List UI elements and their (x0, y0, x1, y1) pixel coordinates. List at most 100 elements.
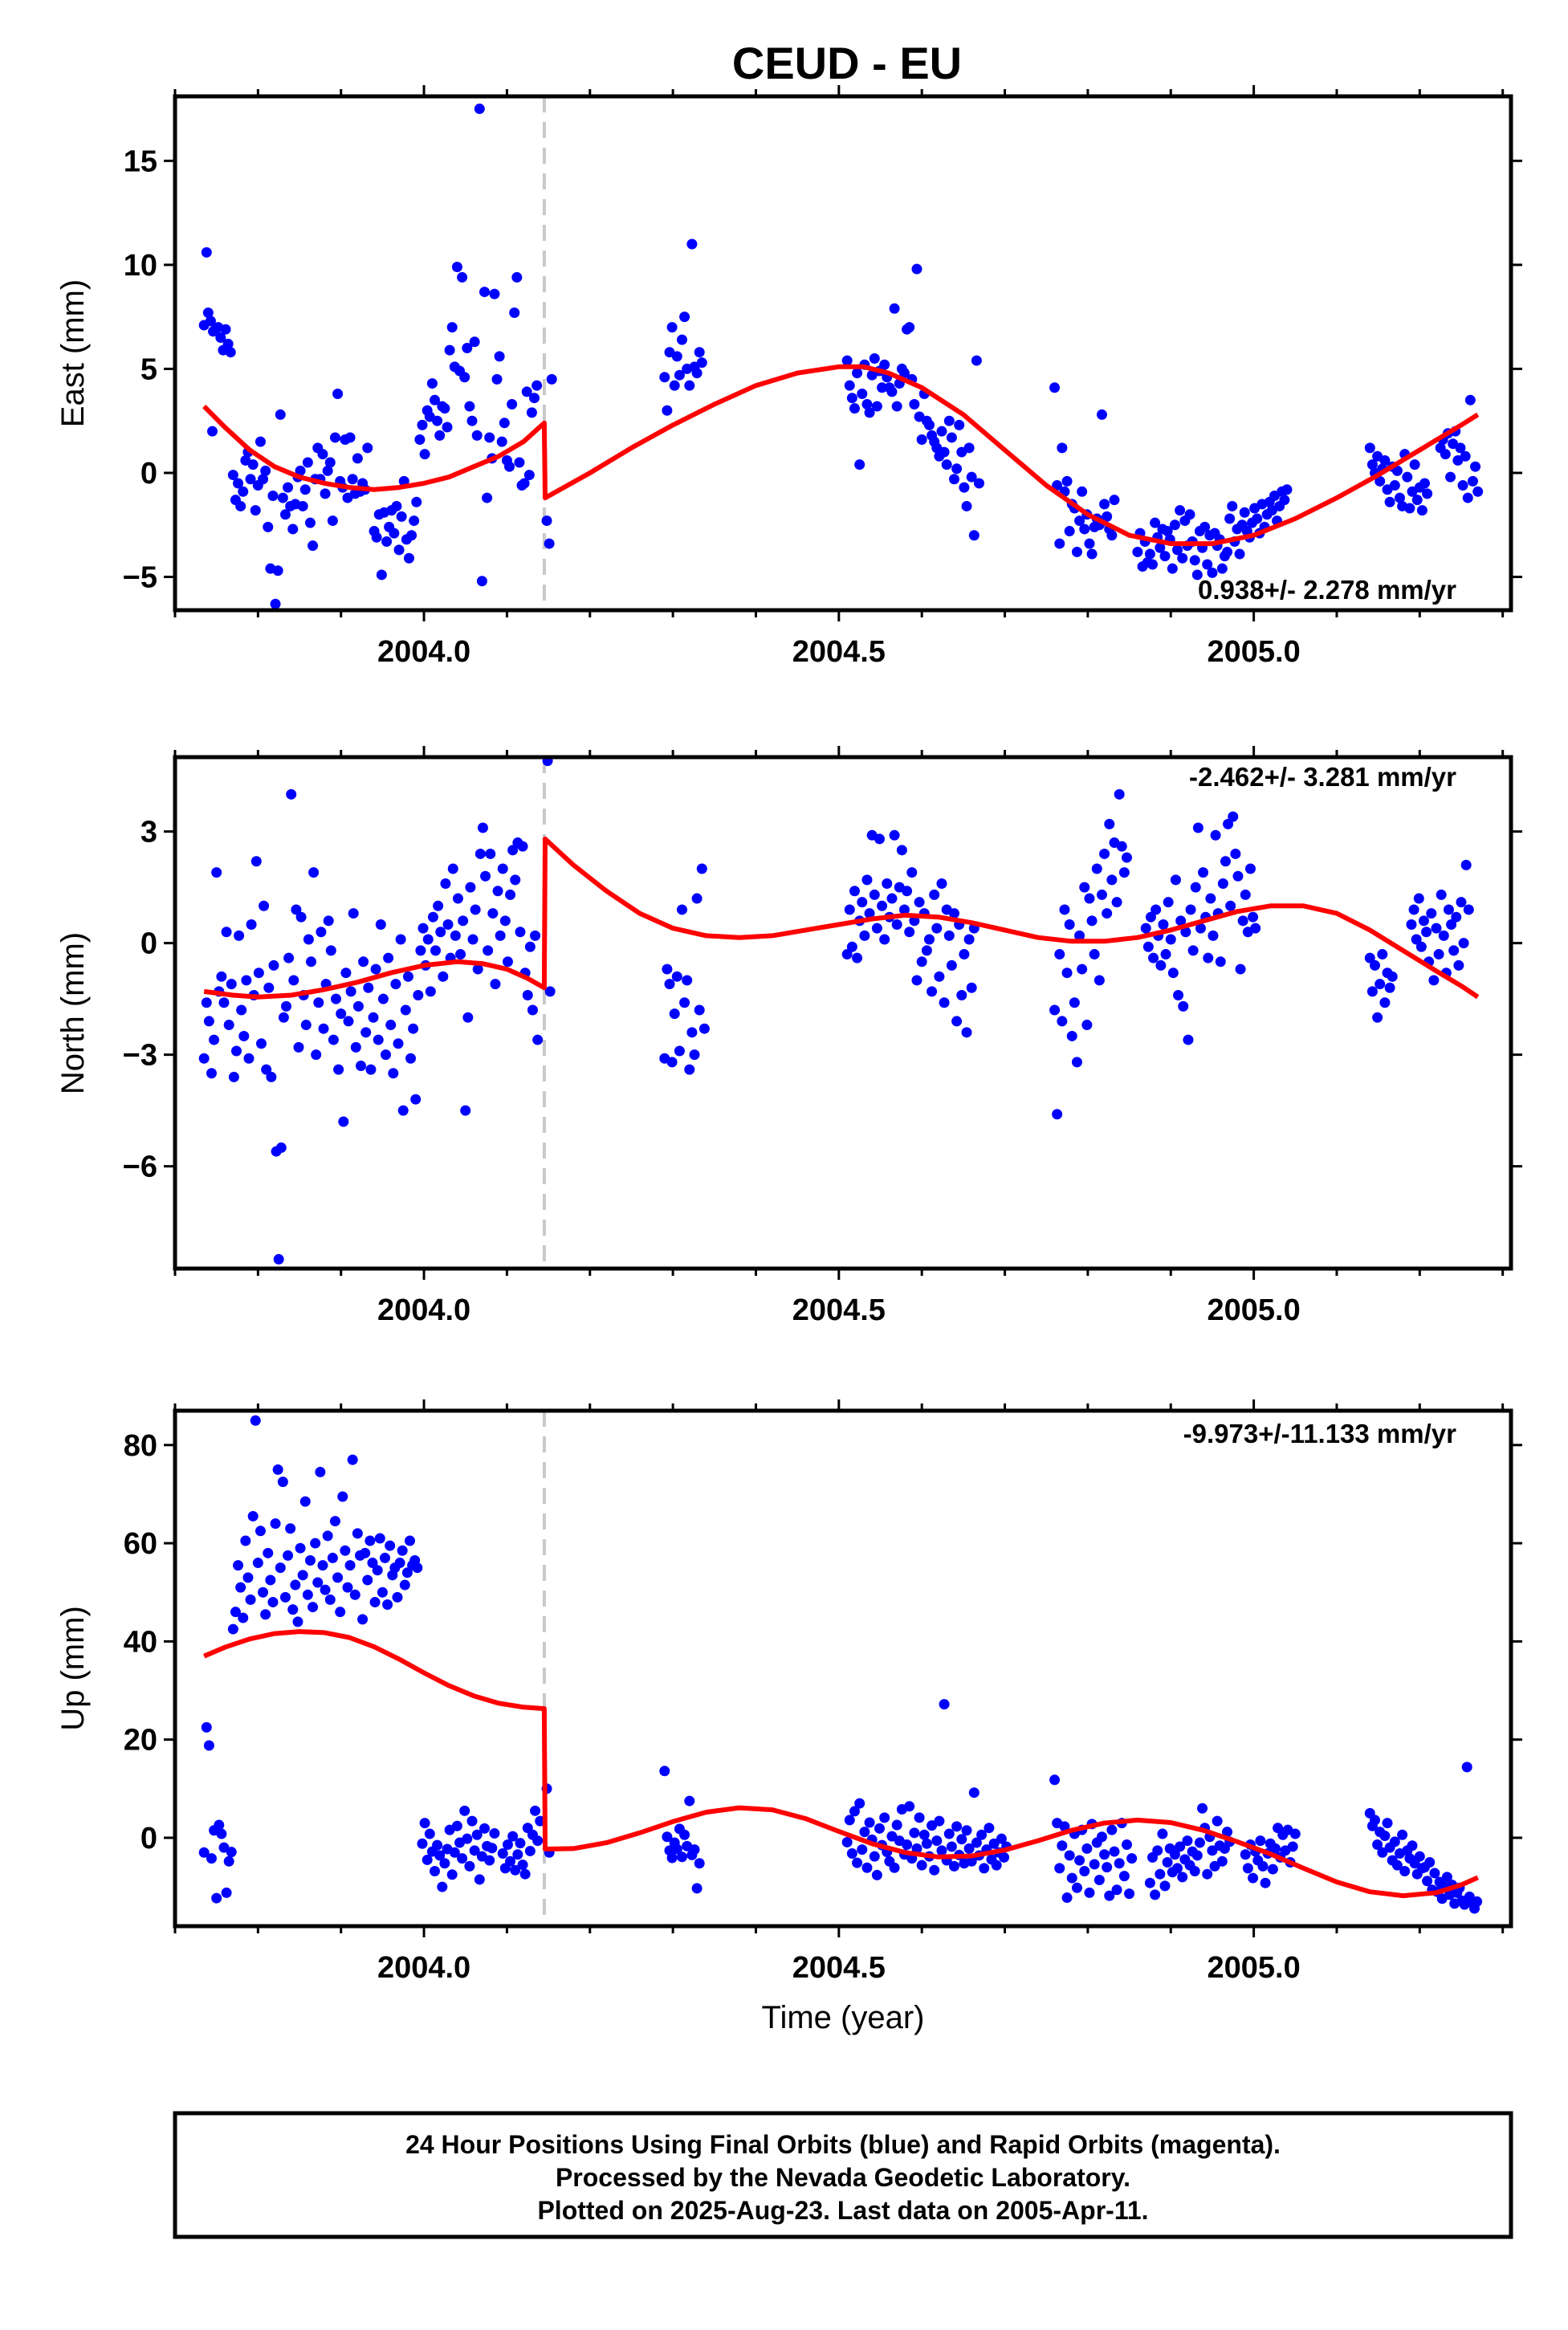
up-data-point (1109, 1846, 1120, 1857)
north-data-point (255, 1038, 267, 1049)
up-data-point (437, 1881, 448, 1892)
up-y-ticks: 0 20 40 60 80 (124, 1429, 1522, 1855)
up-data-point (1162, 1857, 1173, 1868)
north-data-point (350, 1041, 361, 1053)
east-data-point (911, 263, 922, 275)
up-data-point (666, 1852, 678, 1864)
east-data-point (679, 312, 690, 323)
up-data-point (844, 1815, 855, 1826)
north-data-point (422, 934, 434, 945)
east-data-point (1364, 442, 1375, 454)
up-panel: 0 20 40 60 80 2004.0 2004.5 2005.0 Up (mm) -9.… (55, 1399, 1522, 1985)
up-data-point (902, 1839, 913, 1851)
north-data-point (497, 863, 508, 874)
up-data-point (507, 1831, 519, 1842)
up-data-point (1422, 1876, 1433, 1887)
up-data-point (312, 1577, 324, 1588)
up-data-point (1157, 1828, 1168, 1839)
east-data-point (1191, 569, 1203, 580)
north-data-point (1151, 904, 1162, 915)
north-data-point (206, 1068, 217, 1079)
north-data-point (530, 930, 541, 941)
north-data-point (1237, 915, 1248, 927)
east-data-point (496, 436, 507, 447)
up-data-point (936, 1845, 947, 1856)
north-data-point (1431, 923, 1442, 934)
up-data-point (524, 1845, 536, 1856)
east-data-point (849, 403, 860, 414)
north-data-point (397, 1105, 409, 1116)
north-data-point (480, 870, 491, 882)
east-data-point (861, 398, 873, 409)
east-data-point (466, 415, 478, 426)
east-data-point (531, 380, 543, 391)
up-x-ticks: 2004.0 2004.5 2005.0 (173, 1399, 1505, 1985)
up-data-point (1169, 1849, 1180, 1860)
east-data-point (529, 393, 540, 404)
up-data-point (419, 1818, 430, 1829)
up-data-point (422, 1854, 433, 1865)
up-data-point (859, 1827, 870, 1838)
north-y-tick-label: 0 (141, 927, 157, 961)
north-data-point (1217, 878, 1228, 890)
east-data-point (844, 380, 855, 391)
up-data-point (240, 1535, 251, 1546)
north-data-point (393, 1038, 404, 1049)
north-data-point (1375, 979, 1386, 990)
up-data-point (1424, 1857, 1436, 1868)
north-data-point (338, 1116, 349, 1127)
north-data-point (671, 971, 682, 982)
up-data-point (904, 1801, 915, 1812)
east-data-point (411, 496, 422, 507)
north-data-point (328, 1034, 339, 1045)
up-data-point (1202, 1868, 1213, 1880)
north-data-point (662, 963, 673, 975)
east-data-point (419, 449, 430, 460)
up-data-point (211, 1892, 222, 1904)
north-data-point (293, 1041, 304, 1053)
north-data-point (336, 1008, 347, 1020)
east-data-point (263, 521, 274, 532)
up-data-point (1257, 1860, 1269, 1872)
north-data-point (405, 1053, 417, 1064)
up-data-point (1089, 1859, 1100, 1870)
east-data-point (886, 386, 898, 397)
north-data-point (507, 845, 519, 856)
up-data-point (1212, 1815, 1223, 1827)
east-data-point (1077, 486, 1088, 497)
north-data-point (524, 941, 536, 952)
north-data-point (1185, 904, 1196, 915)
east-data-point (1086, 548, 1098, 560)
up-data-point (1382, 1818, 1393, 1829)
north-data-point (936, 878, 947, 890)
up-data-point (310, 1538, 321, 1549)
up-data-point (1242, 1863, 1253, 1874)
north-data-point (1158, 919, 1169, 930)
north-data-point (1175, 915, 1187, 927)
up-data-point (1197, 1802, 1208, 1814)
up-data-point (1159, 1880, 1171, 1892)
up-data-point (255, 1525, 266, 1537)
north-data-point (1384, 982, 1395, 993)
up-data-point (879, 1812, 890, 1823)
east-data-point (371, 532, 382, 543)
north-data-point (209, 1034, 220, 1045)
north-data-point (1366, 986, 1378, 997)
east-y-tick-label: 15 (124, 145, 157, 178)
north-data-point (333, 1064, 344, 1075)
up-data-point (1064, 1850, 1075, 1861)
east-marks (198, 96, 1484, 610)
north-data-point (499, 915, 511, 927)
north-y-tick-label: −6 (123, 1151, 157, 1184)
north-data-point (966, 982, 977, 993)
east-data-point (327, 515, 338, 527)
east-data-point (376, 569, 387, 580)
east-data-point (1467, 475, 1478, 487)
up-data-point (459, 1805, 470, 1816)
east-data-point (526, 407, 537, 418)
up-data-point (979, 1863, 990, 1874)
north-data-point (682, 975, 693, 986)
up-data-point (466, 1815, 478, 1827)
up-data-point (1106, 1824, 1118, 1835)
north-data-point (1064, 919, 1075, 930)
